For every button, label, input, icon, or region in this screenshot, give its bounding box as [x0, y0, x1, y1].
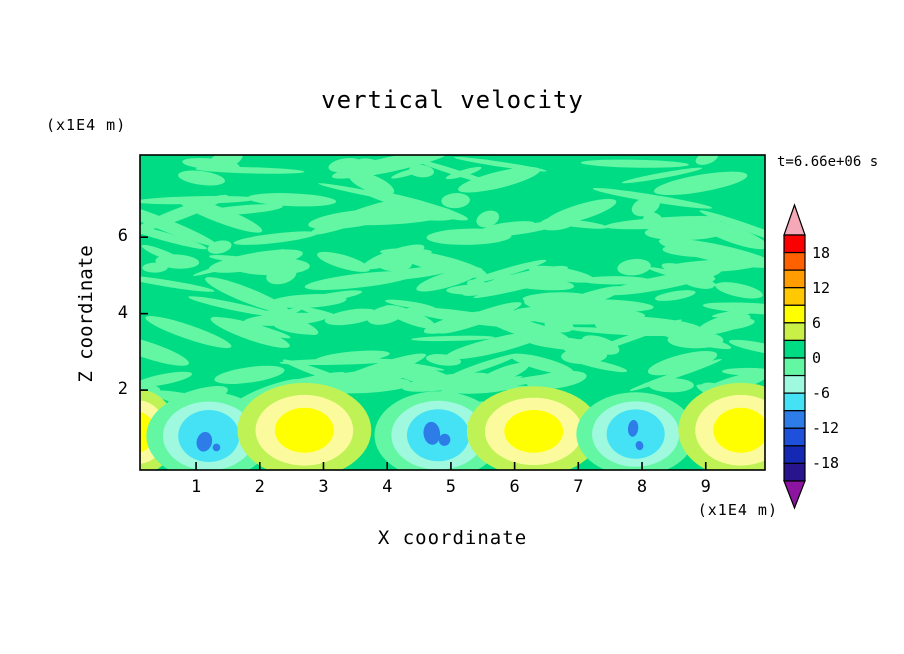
colorbar-label--6: -6	[812, 384, 831, 403]
y-tick-label-6: 6	[117, 226, 128, 247]
time-label: t=6.66e+06 s	[777, 154, 879, 170]
plot-title: vertical velocity	[321, 86, 584, 114]
colorbar-over-arrow	[783, 203, 806, 236]
colorbar-label-18: 18	[812, 243, 831, 262]
x-axis-units: (x1E4 m)	[697, 501, 778, 519]
x-tick-label-4: 4	[382, 477, 393, 497]
y-axis-units: (x1E4 m)	[46, 116, 127, 134]
x-tick-label-8: 8	[636, 477, 648, 497]
x-tick-label-5: 5	[445, 477, 457, 497]
colorbar-label-0: 0	[812, 348, 822, 367]
x-tick-label-6: 6	[509, 477, 520, 497]
y-tick-label-2: 2	[117, 379, 128, 400]
y-tick-label-4: 4	[117, 302, 128, 323]
x-tick-label-1: 1	[190, 477, 202, 497]
colorbar-label--12: -12	[812, 419, 840, 438]
x-axis-label: X coordinate	[377, 527, 528, 549]
colorbar-under-arrow	[783, 480, 806, 510]
x-tick-label-7: 7	[573, 477, 584, 497]
y-axis-label: Z coordinate	[75, 245, 97, 383]
colorbar-label--18: -18	[812, 454, 840, 473]
colorbar-label-6: 6	[812, 313, 822, 332]
plot-frame	[139, 154, 766, 471]
x-tick-label-2: 2	[254, 477, 265, 497]
colorbar-label-12: 12	[812, 278, 831, 297]
x-tick-label-3: 3	[318, 477, 329, 497]
x-tick-label-9: 9	[700, 477, 711, 497]
